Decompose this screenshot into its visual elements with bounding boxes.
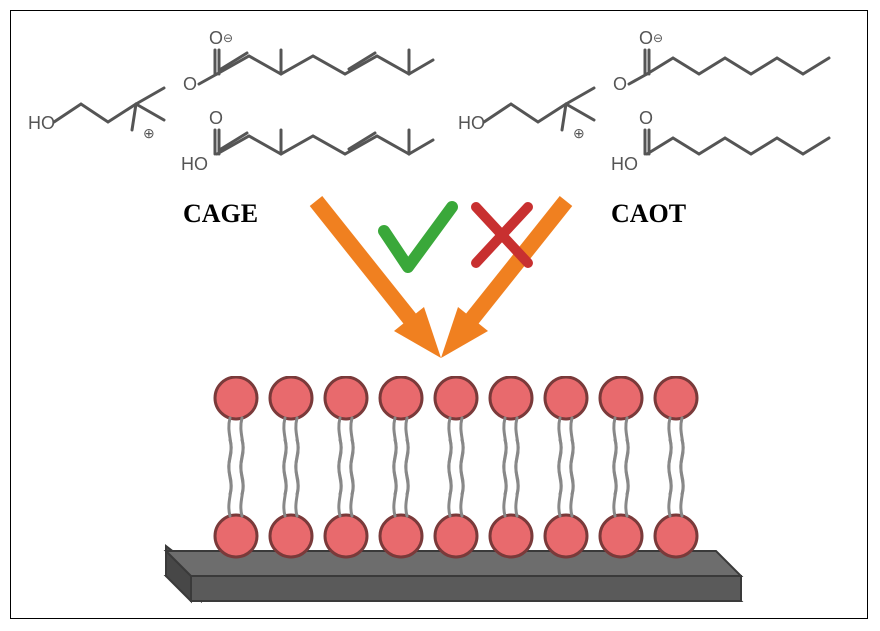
label-caot: CAOT [611,199,686,229]
figure-frame: HO ⊕ O O ⊖ [10,10,868,619]
svg-text:O: O [183,74,197,94]
choline-cation-left: HO ⊕ [26,74,196,144]
svg-text:HO: HO [458,113,485,133]
svg-text:O: O [209,108,223,128]
label-cage: CAGE [183,199,258,229]
svg-text:O: O [639,28,653,48]
svg-text:HO: HO [611,154,638,174]
arrow-right-icon [441,201,566,358]
svg-text:⊕: ⊕ [573,125,585,141]
svg-text:HO: HO [181,154,208,174]
geranic-acid-structure: O HO [181,106,451,176]
lipid-bilayer [131,376,751,616]
svg-text:⊕: ⊕ [143,125,155,141]
check-icon [384,207,452,267]
octanoate-anion-structure: O O ⊖ [611,26,861,96]
arrows-and-marks [266,181,616,381]
choline-cation-right: HO ⊕ [456,74,626,144]
svg-text:O: O [639,108,653,128]
svg-text:O: O [613,74,627,94]
svg-text:⊖: ⊖ [653,31,663,45]
svg-text:HO: HO [28,113,55,133]
arrow-left-icon [316,201,441,358]
svg-text:O: O [209,28,223,48]
octanoic-acid-structure: O HO [611,106,861,176]
cross-icon [476,207,528,263]
geranate-anion-structure: O O ⊖ [181,26,451,96]
svg-text:⊖: ⊖ [223,31,233,45]
